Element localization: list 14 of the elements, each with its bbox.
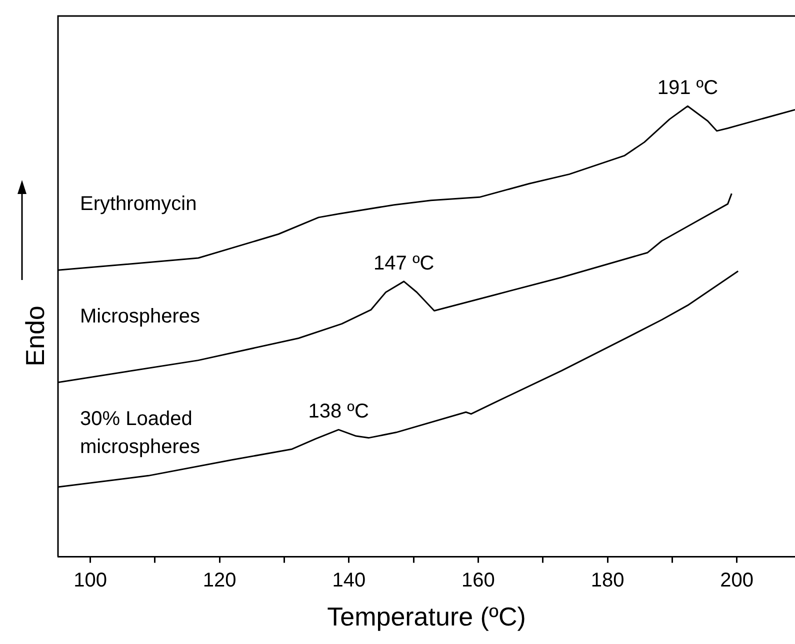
- x-tick-label: 100: [74, 569, 108, 592]
- x-axis-title: Temperature (ºC): [327, 602, 526, 632]
- x-tick-label: 160: [462, 569, 495, 592]
- x-tick-label: 180: [590, 569, 624, 592]
- x-tick-label: 120: [202, 569, 236, 592]
- x-tick-label: 140: [332, 569, 366, 592]
- x-tick-label: 200: [720, 569, 754, 592]
- series-label: 30% Loaded microspheres: [80, 408, 200, 458]
- y-axis-title: Endo: [20, 306, 50, 366]
- annotation: 138 ºC: [308, 400, 369, 423]
- annotation: 147 ºC: [374, 252, 434, 274]
- text: Erythromycin: [80, 193, 197, 216]
- annotation: 191 ºC: [657, 77, 718, 100]
- series-label: Microspheres: [80, 305, 200, 328]
